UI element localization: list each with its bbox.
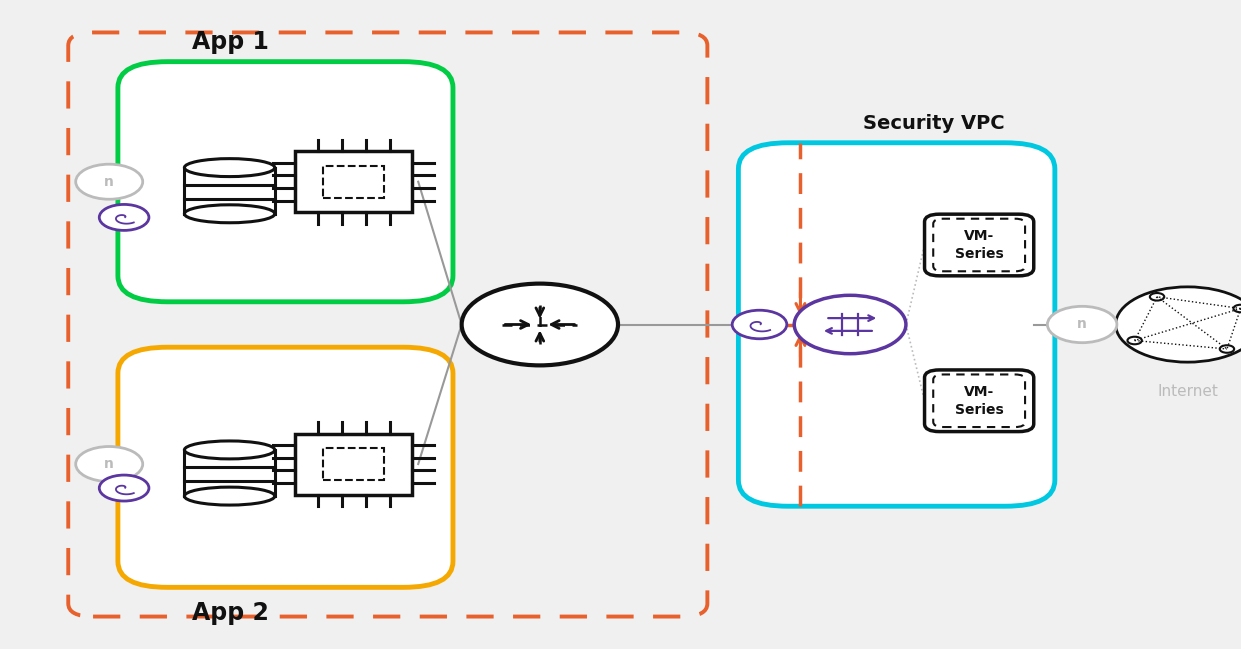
Text: VM-
Series: VM- Series: [954, 385, 1004, 417]
Text: Internet: Internet: [1157, 384, 1219, 399]
Text: VM-
Series: VM- Series: [954, 229, 1004, 261]
FancyBboxPatch shape: [925, 370, 1034, 432]
Circle shape: [732, 310, 787, 339]
FancyBboxPatch shape: [118, 62, 453, 302]
Circle shape: [1150, 293, 1164, 300]
Text: n: n: [104, 457, 114, 471]
FancyBboxPatch shape: [118, 347, 453, 587]
Circle shape: [794, 295, 906, 354]
Polygon shape: [185, 450, 274, 496]
Text: Security VPC: Security VPC: [862, 114, 1005, 133]
Circle shape: [76, 447, 143, 482]
Polygon shape: [324, 166, 383, 197]
Text: n: n: [1077, 317, 1087, 332]
Polygon shape: [324, 448, 383, 480]
Circle shape: [1234, 305, 1241, 312]
Circle shape: [1047, 306, 1117, 343]
FancyBboxPatch shape: [933, 219, 1025, 271]
Polygon shape: [295, 434, 412, 495]
Circle shape: [462, 284, 618, 365]
FancyBboxPatch shape: [933, 374, 1025, 427]
Circle shape: [1128, 337, 1142, 344]
Circle shape: [76, 164, 143, 199]
Ellipse shape: [185, 487, 274, 505]
Ellipse shape: [185, 158, 274, 177]
FancyBboxPatch shape: [925, 214, 1034, 276]
Polygon shape: [295, 151, 412, 212]
Polygon shape: [185, 167, 274, 214]
Text: App 1: App 1: [192, 31, 269, 54]
Circle shape: [1116, 287, 1241, 362]
Ellipse shape: [185, 441, 274, 459]
Circle shape: [99, 475, 149, 501]
Ellipse shape: [185, 205, 274, 223]
Text: n: n: [104, 175, 114, 189]
Circle shape: [1220, 345, 1234, 353]
Text: App 2: App 2: [192, 602, 269, 625]
FancyBboxPatch shape: [738, 143, 1055, 506]
Circle shape: [99, 204, 149, 230]
